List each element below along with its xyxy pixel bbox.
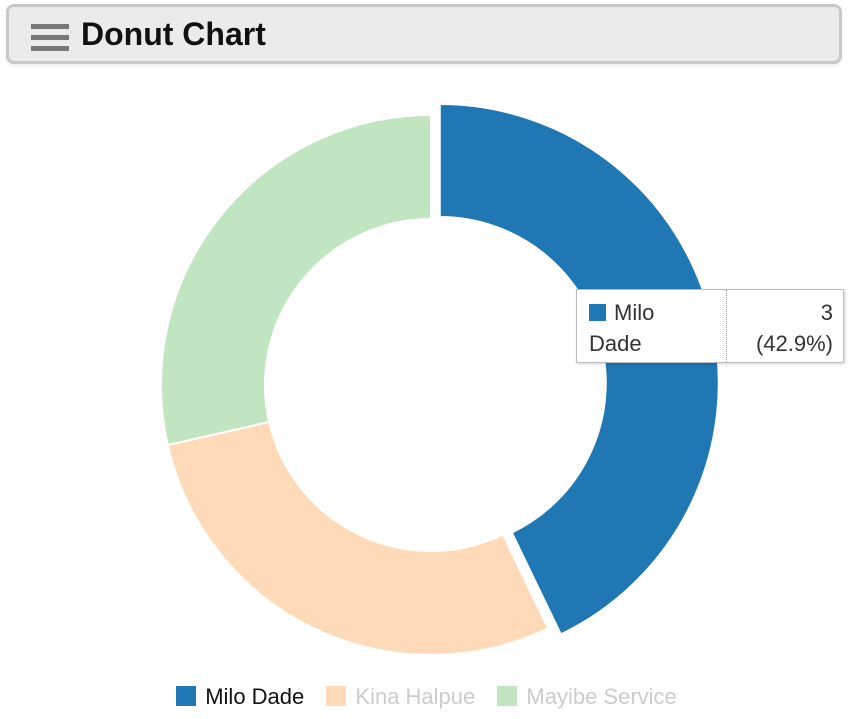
tooltip-value: 3 (42.9%): [756, 297, 833, 359]
tooltip-count: 3: [820, 300, 833, 325]
donut-chart: [160, 102, 720, 656]
donut-slice-kina-halpue[interactable]: [166, 420, 550, 656]
legend-item-milo-dade[interactable]: Milo Dade: [176, 684, 304, 710]
tooltip-percent: (42.9%): [755, 331, 833, 356]
tooltip-swatch: [589, 304, 606, 321]
donut-slice-milo-dade[interactable]: [438, 102, 720, 636]
legend-label: Milo Dade: [205, 684, 305, 709]
tooltip-label: Milo Dade: [577, 290, 727, 362]
chart-header: Donut Chart: [6, 4, 842, 64]
legend-label: Mayibe Service: [526, 684, 677, 709]
tooltip-label-line2: Dade: [589, 331, 642, 356]
chart-legend: Milo Dade Kina Halpue Mayibe Service: [0, 684, 853, 710]
legend-swatch: [176, 686, 197, 706]
chart-tooltip: Milo Dade 3 (42.9%): [576, 289, 844, 363]
legend-label: Kina Halpue: [355, 684, 476, 709]
legend-item-mayibe-service[interactable]: Mayibe Service: [497, 684, 677, 710]
chart-title: Donut Chart: [81, 16, 266, 52]
legend-swatch: [326, 686, 347, 706]
donut-slice-mayibe-service[interactable]: [160, 113, 432, 447]
legend-item-kina-halpue[interactable]: Kina Halpue: [326, 684, 475, 710]
tooltip-label-line1: Milo: [614, 300, 655, 325]
hamburger-menu-icon[interactable]: [31, 24, 69, 54]
legend-swatch: [497, 686, 518, 706]
